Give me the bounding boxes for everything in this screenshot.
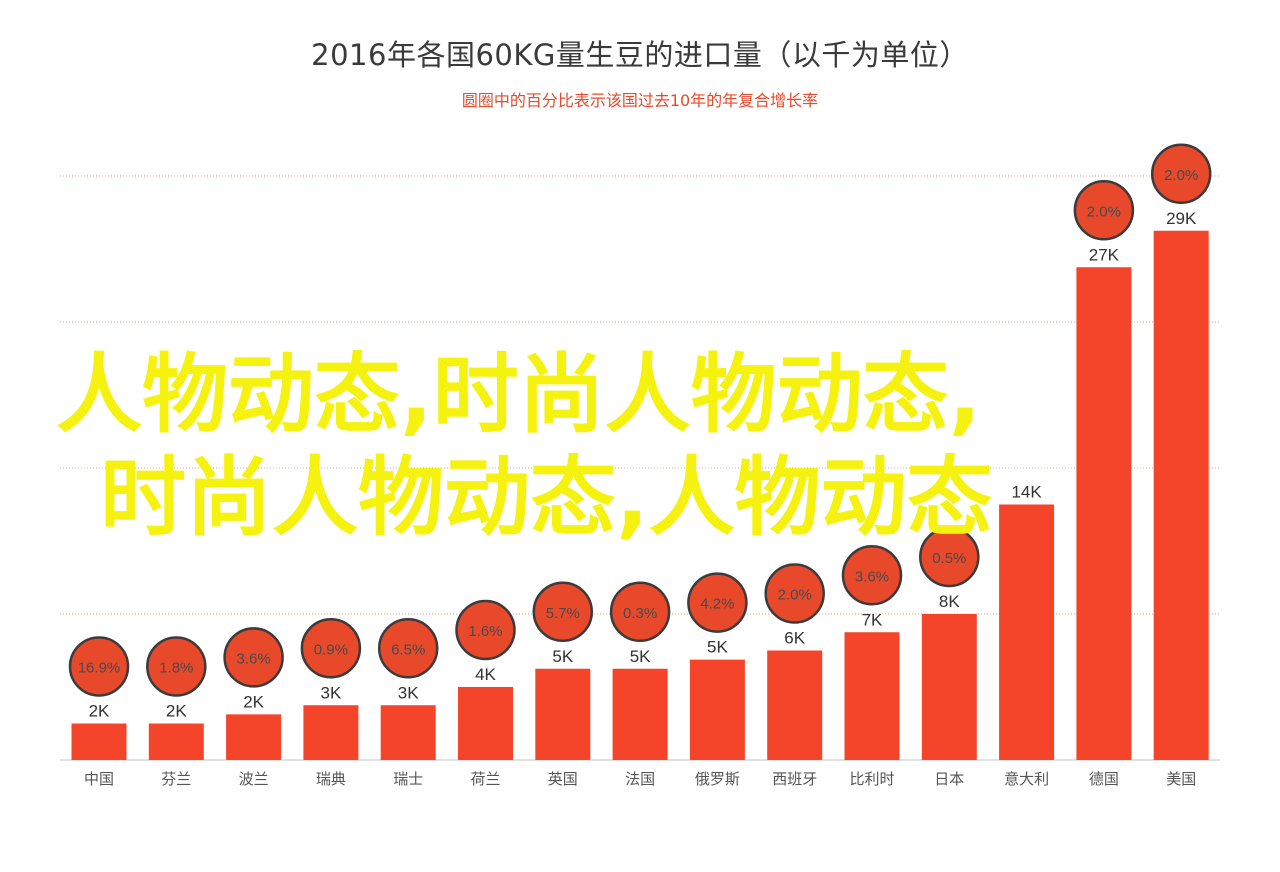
bar-value-label: 8K <box>939 592 960 611</box>
bar-美国 <box>1153 230 1209 760</box>
growth-rate-label: 0.3% <box>623 605 657 622</box>
bar-荷兰 <box>458 687 513 760</box>
growth-rate-label: 16.9% <box>78 660 121 677</box>
bar-德国 <box>1076 267 1132 760</box>
bar-英国 <box>535 668 591 760</box>
category-label: 波兰 <box>239 770 269 788</box>
category-label: 瑞士 <box>393 770 423 788</box>
growth-rate-label: 6.5% <box>391 641 425 658</box>
bar-西班牙 <box>767 650 823 760</box>
category-label: 法国 <box>625 770 655 788</box>
chart-title: 2016年各国60KG量生豆的进口量（以千为单位） <box>311 38 969 72</box>
growth-rate-label: 0.5% <box>932 550 966 567</box>
growth-rate-label: 1.6% <box>468 623 502 640</box>
growth-rate-label: 3.6% <box>236 650 270 667</box>
category-label: 荷兰 <box>470 770 500 788</box>
growth-rate-circle <box>687 572 748 633</box>
growth-rate-circle <box>1150 143 1212 204</box>
growth-rate-label: 2.0% <box>1087 203 1121 220</box>
bar-value-label: 2K <box>166 702 187 721</box>
growth-rate-circle <box>841 545 903 606</box>
category-label: 中国 <box>84 770 114 788</box>
category-label: 俄罗斯 <box>695 770 740 788</box>
bar-法国 <box>612 668 668 760</box>
bar-波兰 <box>226 714 282 760</box>
category-label: 日本 <box>934 770 964 788</box>
growth-rate-circle <box>377 618 439 679</box>
growth-rate-circle <box>455 599 516 661</box>
growth-rate-label: 3.6% <box>855 568 889 585</box>
growth-rate-circle <box>532 581 594 642</box>
chart-subtitle: 圆圈中的百分比表示该国过去10年的年复合增长率 <box>461 91 819 110</box>
bar-俄罗斯 <box>689 659 745 760</box>
bar-value-label: 29K <box>1166 209 1197 228</box>
growth-rate-label: 4.2% <box>700 596 734 613</box>
bar-比利时 <box>844 632 900 760</box>
bar-value-label: 14K <box>1011 483 1042 502</box>
bar-value-label: 2K <box>89 702 110 721</box>
bar-日本 <box>921 614 977 760</box>
growth-rate-circle <box>609 581 671 642</box>
growth-rate-circle <box>1073 180 1135 241</box>
category-label: 英国 <box>548 770 578 788</box>
bar-瑞士 <box>380 705 436 760</box>
growth-rate-circle <box>764 563 825 624</box>
category-label: 美国 <box>1166 770 1196 788</box>
growth-rate-circle <box>300 618 362 679</box>
bar-value-label: 7K <box>862 610 883 629</box>
category-label: 德国 <box>1089 770 1119 788</box>
bar-value-label: 4K <box>475 665 496 684</box>
bar-value-label: 6K <box>784 629 805 648</box>
category-label: 意大利 <box>1004 770 1049 788</box>
growth-rate-label: 0.9% <box>314 641 348 658</box>
bar-中国 <box>71 723 127 760</box>
bar-value-label: 27K <box>1089 245 1120 264</box>
bar-value-label: 3K <box>398 683 419 702</box>
bar-value-label: 3K <box>321 683 342 702</box>
growth-rate-label: 5.7% <box>546 605 580 622</box>
category-label: 芬兰 <box>161 770 191 788</box>
bar-value-label: 2K <box>243 692 264 711</box>
growth-rate-circle <box>919 526 980 588</box>
growth-rate-label: 1.8% <box>159 660 193 677</box>
bar-意大利 <box>999 504 1055 760</box>
category-label: 瑞典 <box>316 770 346 788</box>
bar-瑞典 <box>303 705 359 760</box>
bar-芬兰 <box>148 723 204 760</box>
growth-rate-circle <box>68 636 130 697</box>
growth-rate-circle <box>146 636 207 697</box>
bar-value-label: 5K <box>707 638 728 657</box>
growth-rate-label: 2.0% <box>778 587 812 604</box>
bar-value-label: 5K <box>630 647 651 666</box>
growth-rate-label: 2.0% <box>1164 167 1198 184</box>
growth-rate-circle <box>223 627 284 688</box>
bar-value-label: 5K <box>552 647 573 666</box>
category-label: 西班牙 <box>772 770 817 788</box>
category-label: 比利时 <box>849 770 894 788</box>
